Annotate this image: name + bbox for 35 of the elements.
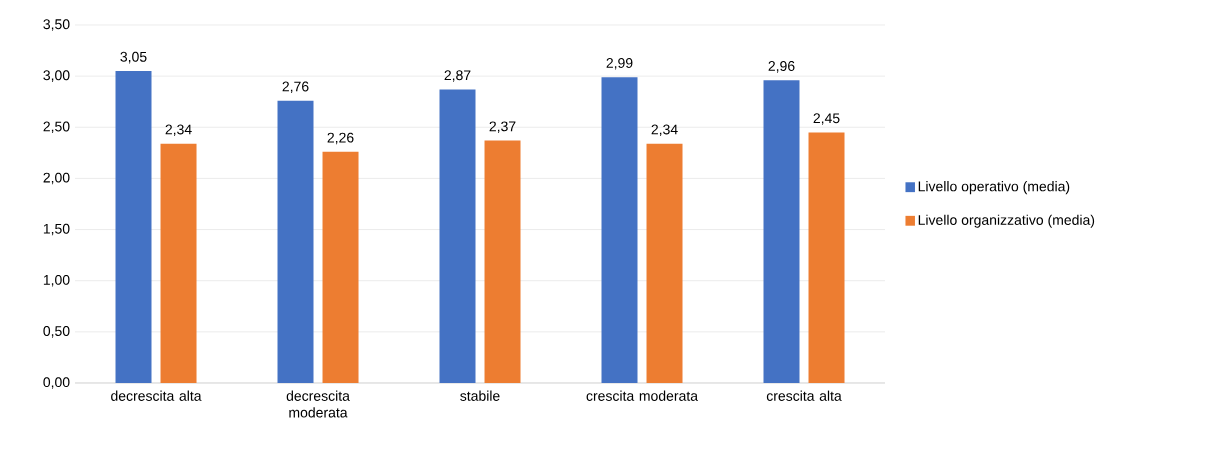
y-tick-label: 1,00 <box>43 274 70 287</box>
x-tick-label: decrescita moderata <box>286 390 350 418</box>
bar <box>277 100 314 383</box>
data-label: 2,45 <box>813 113 840 125</box>
bar <box>808 132 845 383</box>
bar <box>484 140 521 383</box>
y-tick-label: 3,00 <box>43 70 70 82</box>
bar <box>160 143 197 383</box>
data-label: 2,34 <box>165 124 192 137</box>
data-label: 2,96 <box>768 61 795 73</box>
y-tick-label: 3,50 <box>43 19 70 31</box>
bar <box>763 80 800 383</box>
data-label: 2,34 <box>651 124 678 137</box>
y-tick-label: 0,50 <box>43 326 70 338</box>
data-label: 2,76 <box>282 81 309 94</box>
data-label: 2,26 <box>327 132 354 145</box>
y-tick-label: 2,50 <box>43 121 70 134</box>
data-label: 2,87 <box>444 70 471 82</box>
x-tick-label: crescita moderata <box>586 390 699 401</box>
bar <box>646 143 683 383</box>
x-tick-label: decrescita alta <box>111 390 202 401</box>
data-label: 2,99 <box>606 58 633 70</box>
data-label: 3,05 <box>120 51 147 64</box>
legend-label: Livello operativo (media) <box>918 181 1070 195</box>
bar <box>439 89 476 383</box>
x-tick-label: crescita alta <box>766 390 842 401</box>
data-label: 2,37 <box>489 121 516 133</box>
y-tick-label: 0,00 <box>43 377 70 389</box>
bar <box>601 77 638 383</box>
y-tick-label: 2,00 <box>43 172 70 185</box>
x-tick-label: stabile <box>460 390 500 401</box>
y-tick-label: 1,50 <box>43 223 70 236</box>
bar <box>115 71 152 383</box>
bar <box>322 151 359 383</box>
legend-label: Livello organizzativo (media) <box>918 214 1095 228</box>
